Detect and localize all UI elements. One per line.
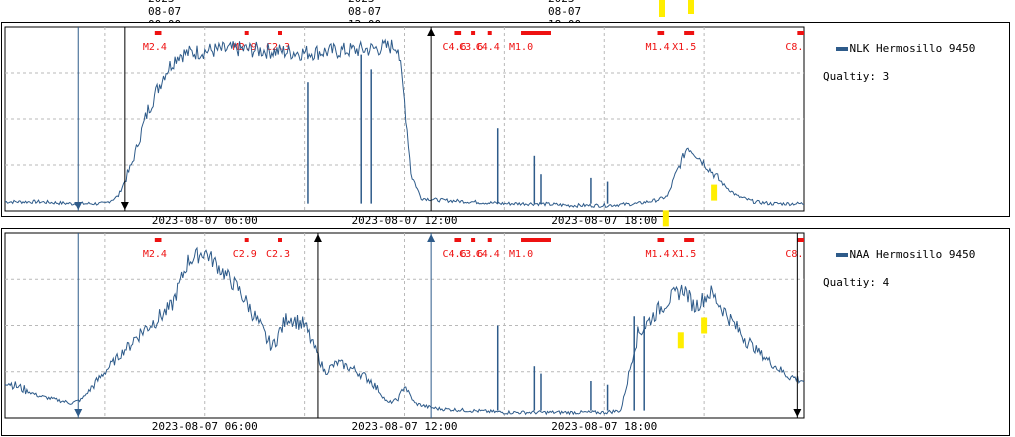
x-tick-label: 2023-08-07 18:00 [551,420,657,433]
marker-arrow-up [427,234,436,242]
marker-arrow-up [313,234,322,242]
flare-label: C4.4 [476,42,500,53]
legend-swatch [835,47,848,51]
flare-label: M1.4 [646,42,670,53]
flare-label: M1.0 [509,42,533,53]
flare-label: C8. [785,42,803,53]
legend-quality: Qualtiy: 4 [823,276,890,289]
flare-bar [521,31,551,35]
flare-bar [277,31,282,35]
marker-arrow-down [793,409,802,417]
chart-frame-naa [1,228,1010,436]
flare-label: M1.4 [646,249,670,260]
marker-arrow-up [427,28,436,36]
flare-bar [797,31,804,35]
flare-label: M2.4 [143,249,167,260]
flare-label: C4.6 [442,249,466,260]
flare-bar [487,31,492,35]
yellow-marker [701,317,708,334]
yellow-marker [662,210,669,227]
x-tick-label: 2023-08-07 06:00 [152,214,258,227]
legend-swatch [835,253,848,257]
x-tick-label: 2023-08-07 06:00 [152,420,258,433]
flare-bar [657,31,665,35]
flare-label: C2.3 [266,249,290,260]
flare-bar [471,238,476,242]
flare-label: X1.5 [672,42,696,53]
series-line [4,246,805,416]
flare-label: C4.4 [476,249,500,260]
flare-label: M2.9 [233,42,257,53]
flare-bar [244,238,249,242]
legend-naa: NAA Hermosillo 9450 Qualtiy: 4 [809,234,975,304]
legend-quality: Qualtiy: 3 [823,70,890,83]
flare-bar [797,238,804,242]
flare-label: C2.9 [233,249,257,260]
legend-station: NLK Hermosillo 9450 [849,42,976,55]
flare-label: M1.0 [509,249,533,260]
x-tick-label: 2023-08-07 18:00 [551,214,657,227]
flare-bar [487,238,492,242]
flare-bar [471,31,476,35]
flare-label: C8. [785,249,803,260]
flare-bar [244,31,249,35]
series-line [4,38,805,209]
flare-bar [521,238,551,242]
flare-bar [277,238,282,242]
yellow-marker [677,332,684,349]
legend-nlk: NLK Hermosillo 9450 Qualtiy: 3 [809,28,975,98]
legend-station: NAA Hermosillo 9450 [849,248,976,261]
marker-arrow-down [74,202,83,210]
marker-arrow-down [74,409,83,417]
yellow-marker-top [688,0,694,14]
x-tick-label: 2023-08-07 12:00 [352,420,458,433]
flare-label: C4.6 [442,42,466,53]
flare-label: M2.4 [143,42,167,53]
flare-label: C2.3 [266,42,290,53]
flare-bar [684,31,695,35]
marker-arrow-down [120,202,129,210]
flare-bar [657,238,665,242]
flare-bar [454,238,462,242]
flare-label: C3.6 [459,249,483,260]
yellow-marker-top [659,0,665,17]
flare-bar [684,238,695,242]
flare-bar [154,238,162,242]
x-tick-label: 2023-08-07 12:00 [352,214,458,227]
flare-label: C3.6 [459,42,483,53]
flare-bar [154,31,162,35]
flare-label: X1.5 [672,249,696,260]
yellow-marker [711,184,718,201]
flare-bar [454,31,462,35]
